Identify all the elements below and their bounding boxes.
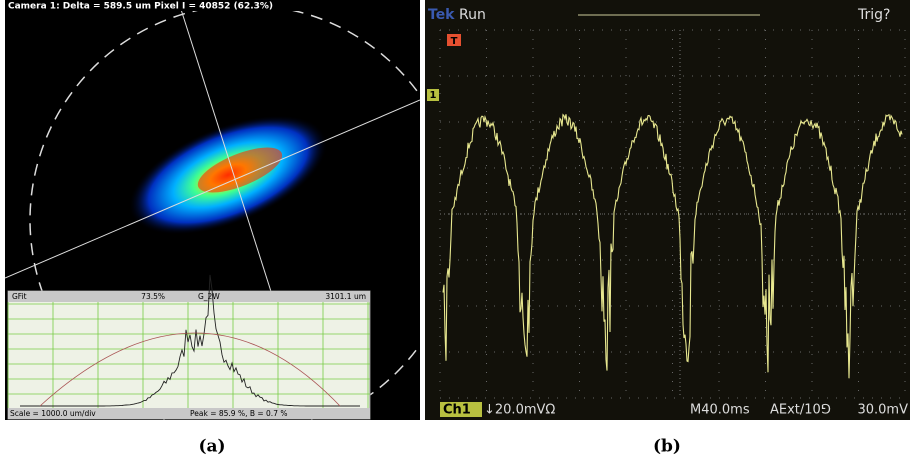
vertical-scale: ↓20.0mVΩ: [484, 403, 555, 418]
trigger-source: AExt/10⅁: [770, 403, 831, 418]
fit-curve: [39, 332, 341, 407]
profile-curve: [20, 274, 360, 407]
plot-frame: [7, 290, 371, 420]
plot-footer: [8, 408, 370, 419]
scale: Scale = 1000.0 um/div: [10, 409, 96, 418]
trigger-status: Trig?: [857, 7, 890, 23]
scope-screen: [425, 0, 910, 420]
peak: Peak = 85.9 %, B = 0.7 %: [190, 409, 287, 418]
waveform: [442, 113, 903, 379]
timebase: M40.0ms: [690, 403, 750, 418]
header-bar: [5, 0, 420, 11]
trigger-marker-label: T: [451, 36, 458, 47]
profile-plot: GFit 73.5% G_2W 3101.1 um Scale = 1000.0…: [7, 274, 371, 420]
caption: (b): [653, 437, 681, 457]
oscilloscope: Tek Run Trig? T 1 Ch1 ↓20.0mVΩ M40.0ms A…: [425, 0, 910, 420]
width: 3101.1 um: [325, 292, 366, 301]
header-text: Camera 1: Delta = 589.5 um Pixel I = 408…: [8, 2, 273, 12]
beam-profiler: Camera 1: Delta = 589.5 um Pixel I = 408…: [5, 0, 420, 420]
scope-grid: [439, 29, 906, 399]
fit-value: 73.5%: [141, 292, 165, 301]
crosshair: [5, 99, 420, 279]
run-state: Run: [459, 7, 486, 23]
fit-name: GFit: [12, 292, 27, 301]
channel: Ch1: [443, 403, 471, 418]
caption: (a): [198, 437, 225, 457]
channel-badge: [440, 402, 482, 417]
plot-header: [8, 291, 370, 302]
trigger-marker: [447, 34, 461, 46]
brand: Tek: [428, 7, 455, 23]
channel-marker-label: 1: [430, 90, 437, 101]
beam-core: [197, 147, 283, 193]
channel-marker: [427, 89, 439, 101]
trigger-level: 30.0mV: [857, 403, 908, 418]
